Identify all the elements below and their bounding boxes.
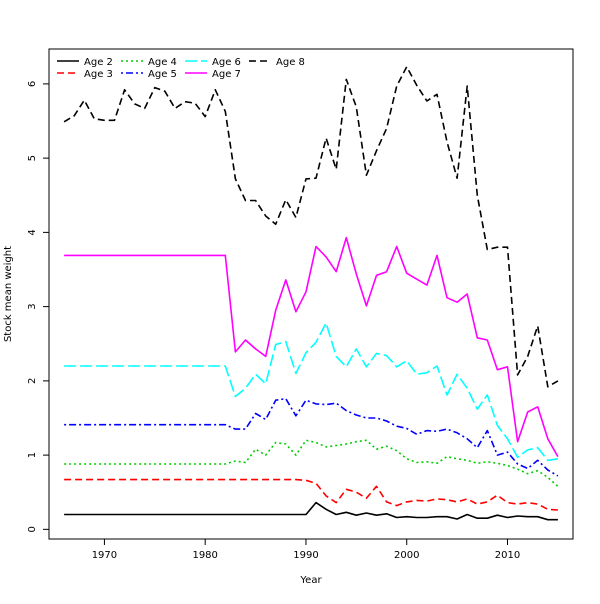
legend-item: Age 4 [121, 57, 177, 68]
y-axis: 0 1 2 3 4 5 6 [27, 81, 49, 533]
legend-label: Age 3 [84, 69, 113, 80]
y-tick-label: 0 [27, 526, 38, 532]
x-tick-label: 1970 [92, 550, 117, 561]
legend-item: Age 6 [185, 57, 241, 68]
legend-label: Age 6 [212, 57, 241, 68]
y-axis-title: Stock mean weight [3, 246, 14, 342]
x-axis: 1970 1980 1990 2000 2010 [92, 539, 520, 561]
legend-item: Age 8 [249, 57, 305, 68]
series-line-age-3 [64, 478, 558, 511]
x-tick-label: 1980 [192, 550, 217, 561]
legend-item: Age 7 [185, 69, 241, 80]
legend-item: Age 2 [57, 57, 113, 68]
legend-item: Age 3 [57, 69, 113, 80]
plot-area [63, 66, 559, 521]
series-line-age-7 [64, 236, 559, 457]
legend-label: Age 8 [276, 57, 305, 68]
series-line-age-5 [64, 397, 559, 477]
legend-label: Age 2 [84, 57, 113, 68]
x-tick-label: 2010 [495, 550, 520, 561]
legend-label: Age 4 [148, 57, 177, 68]
x-tick-label: 1990 [293, 550, 318, 561]
y-tick-label: 4 [27, 229, 38, 235]
legend-item: Age 5 [121, 69, 177, 80]
series-line-age-2 [64, 501, 558, 521]
y-tick-label: 3 [27, 303, 38, 309]
series-line-age-8 [63, 66, 559, 388]
legend-label: Age 5 [148, 69, 177, 80]
x-tick-label: 2000 [394, 550, 419, 561]
legend-label: Age 7 [212, 69, 241, 80]
series-line-age-6 [64, 322, 559, 462]
plot-frame [48, 48, 574, 540]
y-tick-label: 6 [27, 81, 38, 87]
y-tick-label: 2 [27, 378, 38, 384]
y-tick-label: 1 [27, 452, 38, 458]
y-tick-label: 5 [27, 155, 38, 161]
x-axis-title: Year [299, 575, 322, 586]
